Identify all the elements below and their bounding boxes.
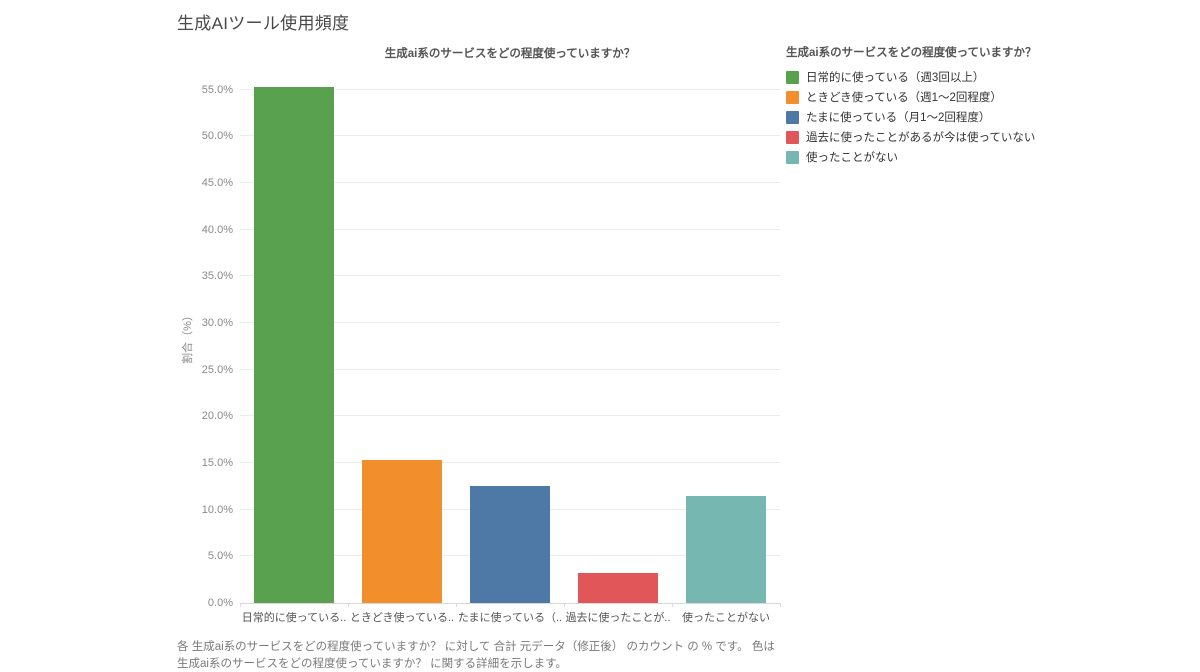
y-tick-label: 25.0% bbox=[201, 363, 233, 376]
gridline bbox=[240, 461, 780, 463]
gridline bbox=[240, 275, 780, 277]
x-tick-label: 使ったことがない bbox=[682, 612, 770, 624]
x-axis-tick bbox=[780, 603, 781, 607]
legend-item-label: 使ったことがない bbox=[806, 152, 898, 164]
legend-item-1[interactable]: 日常的に使っている（週3回以上） bbox=[786, 67, 1037, 87]
legend-item-3[interactable]: たまに使っている（月1～2回程度） bbox=[786, 107, 1037, 127]
y-tick-label: 55.0% bbox=[201, 83, 233, 96]
legend-item-label: 日常的に使っている（週3回以上） bbox=[806, 72, 985, 84]
gridline bbox=[240, 228, 780, 230]
legend-items: 日常的に使っている（週3回以上） ときどき使っている（週1～2回程度） たまに使って… bbox=[786, 67, 1037, 167]
caption: 各 生成ai系のサービスをどの程度使っていますか？ に対して 合計 元データ（修… bbox=[177, 639, 817, 672]
gridline bbox=[240, 368, 780, 370]
legend: 生成ai系のサービスをどの程度使っていますか？ 日常的に使っている（週3回以上）… bbox=[786, 44, 1037, 167]
bar-5[interactable] bbox=[686, 495, 766, 603]
y-tick-label: 0.0% bbox=[207, 597, 233, 609]
y-tick-label: 10.0% bbox=[201, 503, 233, 516]
y-tick-label: 35.0% bbox=[201, 270, 233, 283]
legend-swatch-icon bbox=[786, 110, 799, 124]
x-axis-tick bbox=[456, 603, 457, 607]
gridline bbox=[240, 415, 780, 417]
y-axis-tick-labels: 0.0% 5.0% 10.0% 15.0% 20.0% 25.0% 30.0% 35.0% 40… bbox=[170, 70, 233, 609]
x-tick-label: 日常的に使っている.. bbox=[241, 612, 347, 624]
y-tick-label: 40.0% bbox=[201, 223, 233, 236]
y-tick-label: 50.0% bbox=[201, 130, 233, 143]
legend-item-5[interactable]: 使ったことがない bbox=[786, 147, 1037, 167]
x-axis-tick bbox=[672, 603, 673, 607]
x-tick-label: 過去に使ったことが.. bbox=[565, 612, 671, 624]
page-title: 生成AIツール使用頻度 bbox=[177, 14, 350, 33]
x-axis-tick bbox=[564, 603, 565, 607]
legend-item-4[interactable]: 過去に使ったことがあるが今は使っていない bbox=[786, 127, 1037, 147]
legend-item-2[interactable]: ときどき使っている（週1～2回程度） bbox=[786, 87, 1037, 107]
caption-line: 各 生成ai系のサービスをどの程度使っていますか？ に対して 合計 元データ（修… bbox=[177, 641, 775, 653]
x-axis-line bbox=[240, 603, 780, 604]
x-tick-label: ときどき使っている.. bbox=[349, 612, 455, 624]
x-axis-tick bbox=[348, 603, 349, 607]
x-tick-label: たまに使っている（.. bbox=[457, 612, 563, 624]
legend-swatch-icon bbox=[786, 70, 799, 84]
x-axis-tick-labels: 日常的に使っている.. ときどき使っている.. たまに使っている（.. 過去に使ったこ… bbox=[240, 609, 780, 625]
gridline bbox=[240, 135, 780, 137]
legend-title: 生成ai系のサービスをどの程度使っていますか？ bbox=[786, 47, 1037, 59]
y-tick-label: 15.0% bbox=[201, 456, 233, 469]
gridline bbox=[240, 321, 780, 323]
bar-4[interactable] bbox=[578, 573, 658, 603]
legend-item-label: ときどき使っている（週1～2回程度） bbox=[806, 92, 1002, 104]
y-tick-label: 20.0% bbox=[201, 410, 233, 423]
caption-line: 生成ai系のサービスをどの程度使っていますか？ に関する詳細を示します。 bbox=[177, 658, 567, 670]
y-tick-label: 30.0% bbox=[201, 316, 233, 329]
legend-swatch-icon bbox=[786, 90, 799, 104]
bar-1[interactable] bbox=[254, 86, 334, 603]
bar-3[interactable] bbox=[470, 486, 550, 603]
legend-swatch-icon bbox=[786, 150, 799, 164]
bar-2[interactable] bbox=[362, 460, 442, 603]
y-tick-label: 45.0% bbox=[201, 176, 233, 189]
plot-area bbox=[240, 70, 781, 607]
legend-item-label: たまに使っている（月1～2回程度） bbox=[806, 112, 991, 124]
legend-swatch-icon bbox=[786, 130, 799, 144]
gridline bbox=[240, 181, 780, 183]
y-tick-label: 5.0% bbox=[207, 550, 233, 563]
x-axis-tick bbox=[240, 603, 241, 607]
gridline bbox=[240, 88, 780, 90]
chart-title: 生成ai系のサービスをどの程度使っていますか？ bbox=[384, 48, 636, 60]
legend-item-label: 過去に使ったことがあるが今は使っていない bbox=[806, 132, 1036, 144]
